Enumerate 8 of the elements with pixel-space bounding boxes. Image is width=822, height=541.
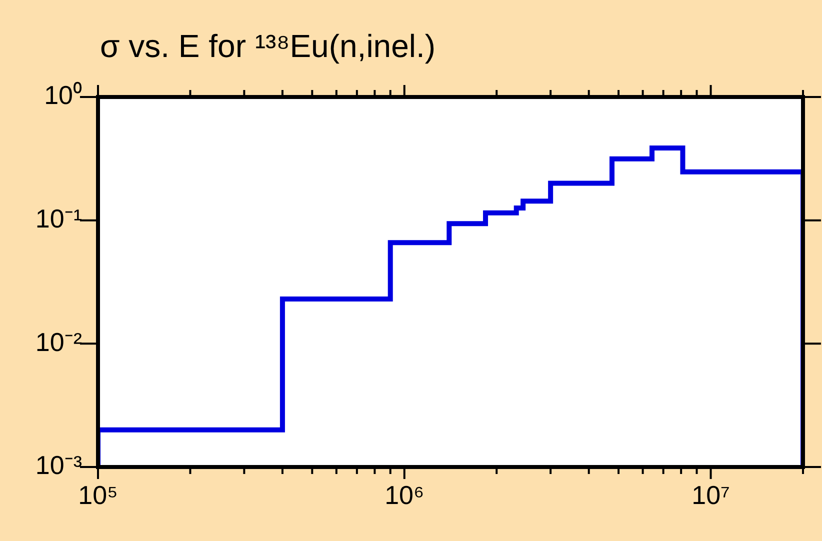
chart-title: σ vs. E for ¹³⁸Eu(n,inel.): [100, 28, 436, 64]
y-tick-label: 10⁻²: [35, 326, 82, 357]
x-tick-label: 10⁶: [384, 480, 424, 510]
y-tick-label: 10⁻¹: [35, 204, 82, 234]
x-tick-label: 10⁵: [78, 480, 118, 510]
y-tick-label: 10⁻³: [35, 450, 82, 480]
y-tick-label: 10⁰: [44, 80, 82, 110]
x-tick-label: 10⁷: [692, 480, 730, 510]
